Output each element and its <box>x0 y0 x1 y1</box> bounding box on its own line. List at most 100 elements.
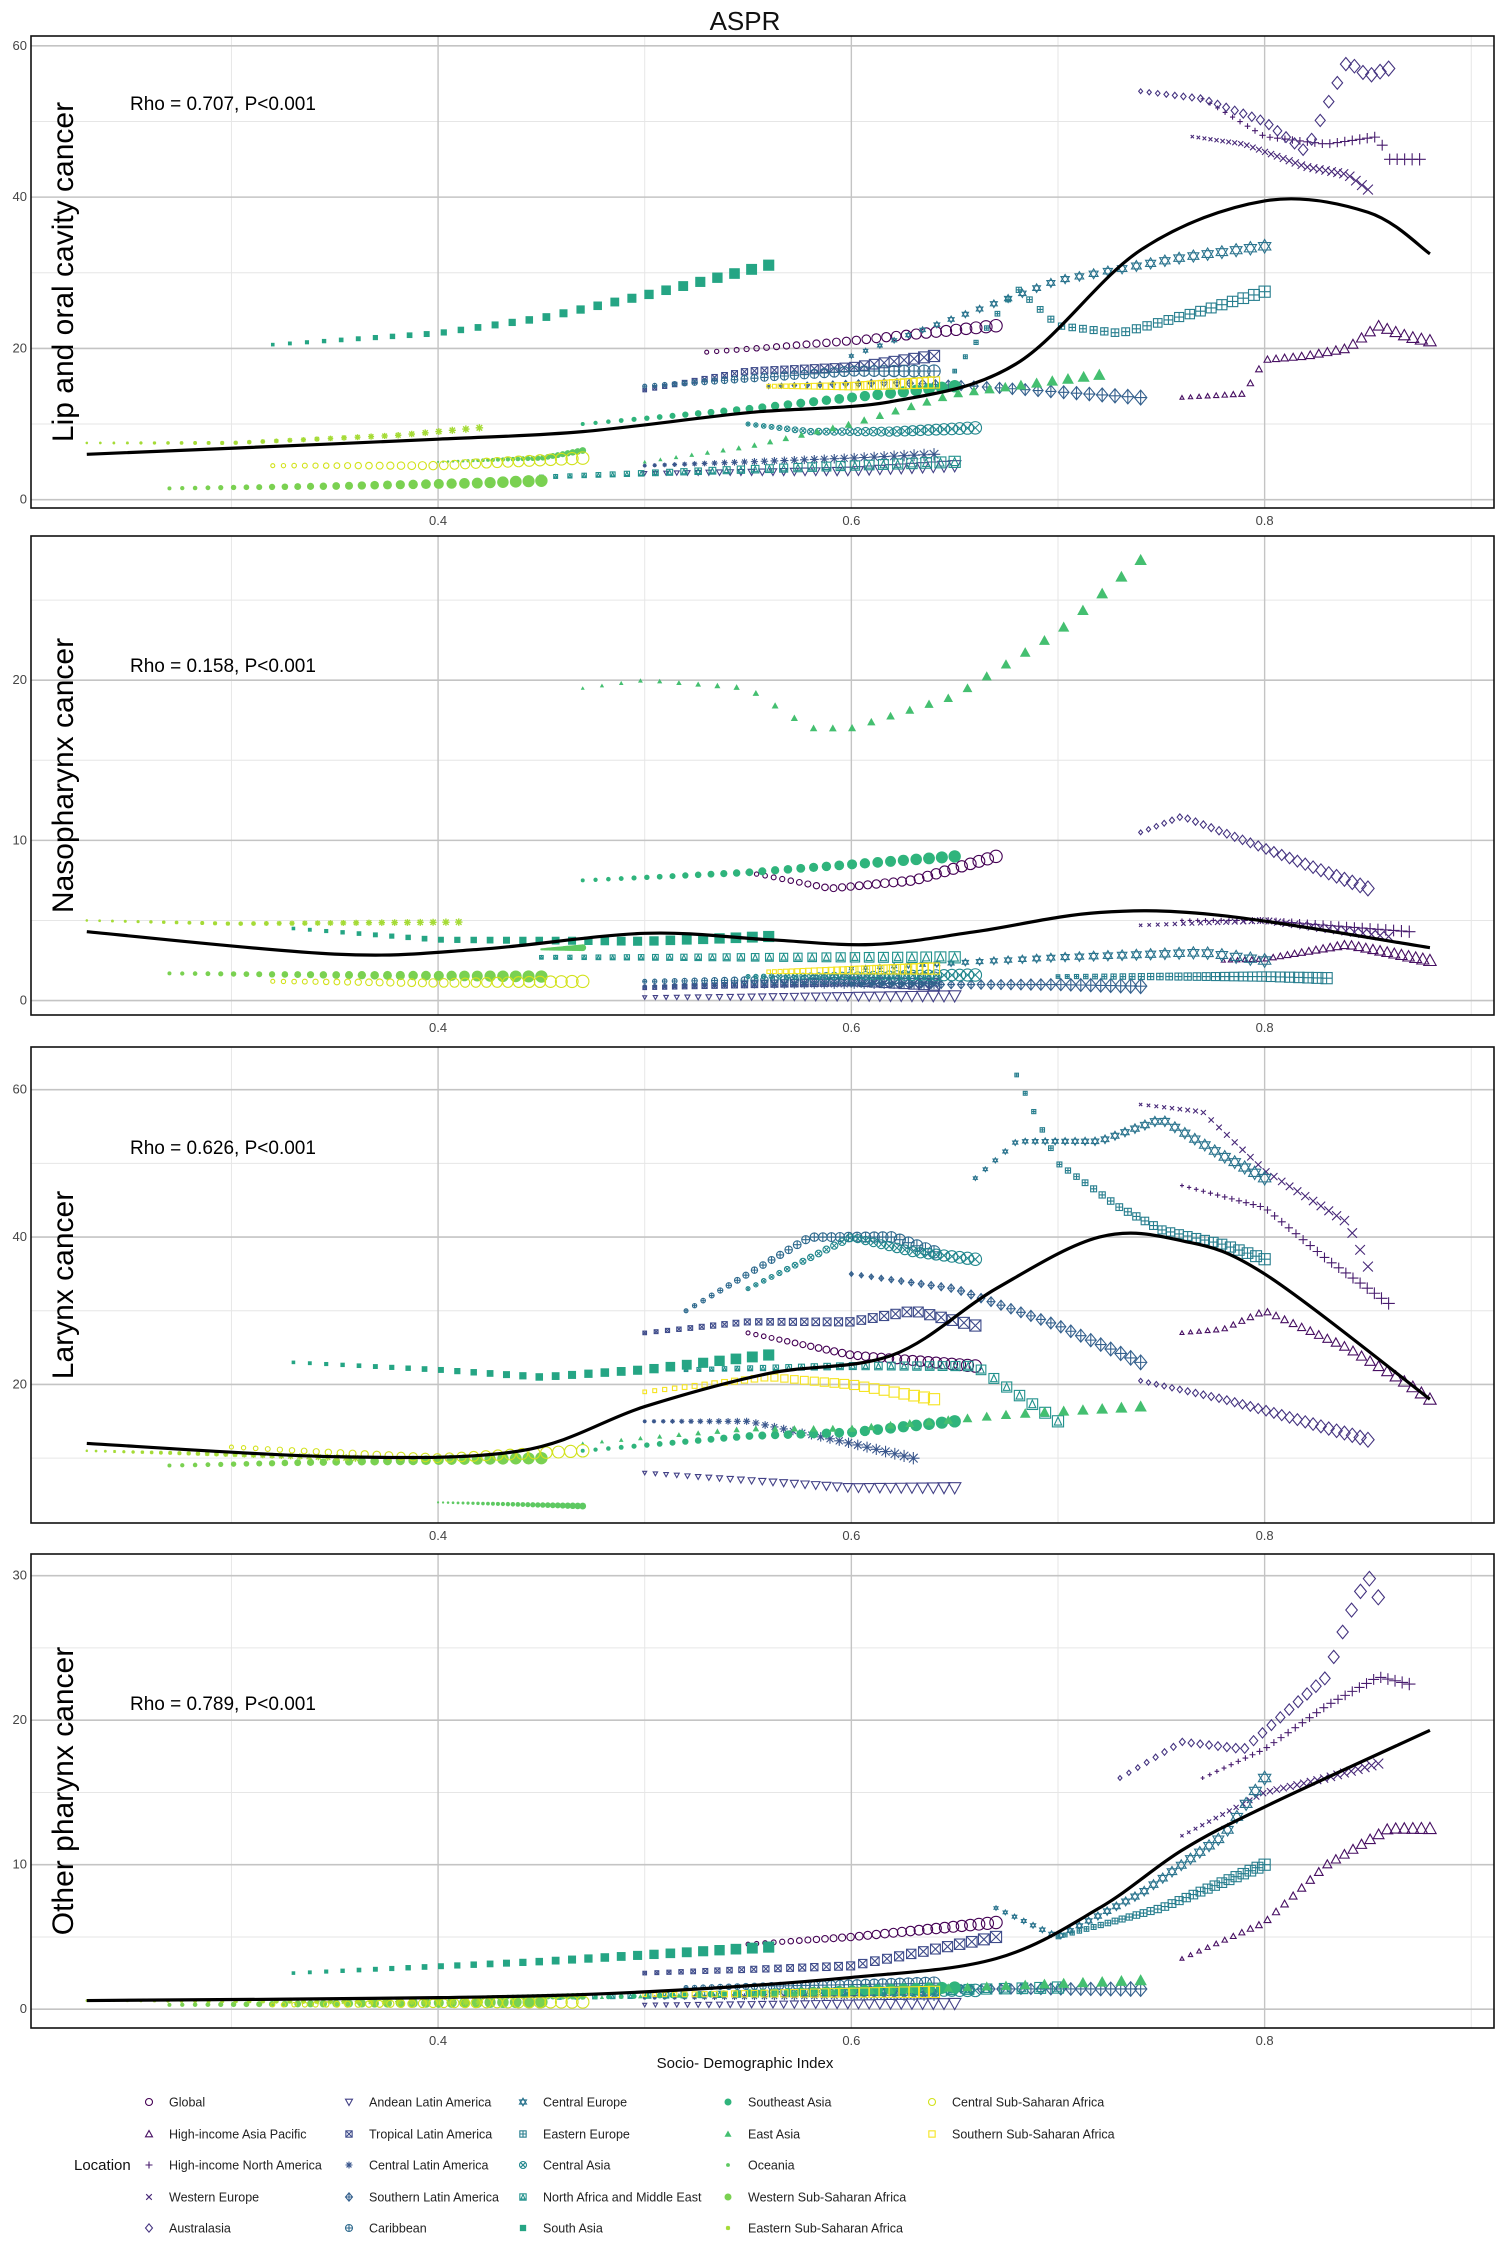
data-point <box>907 1278 915 1287</box>
data-point <box>937 979 946 990</box>
data-point <box>868 426 879 437</box>
data-point <box>822 966 830 975</box>
data-point <box>580 1448 585 1453</box>
data-point <box>810 1962 819 1972</box>
data-point <box>833 1317 844 1327</box>
data-point <box>695 276 706 287</box>
data-point <box>1247 1165 1262 1181</box>
data-point <box>307 927 312 932</box>
data-point <box>1318 943 1329 953</box>
data-point <box>565 974 579 989</box>
data-point <box>1208 1116 1215 1124</box>
data-point <box>672 983 678 989</box>
data-point <box>306 2000 315 2008</box>
data-point <box>1364 66 1379 83</box>
data-point <box>85 1449 89 1453</box>
data-point <box>294 971 302 979</box>
data-point <box>327 1998 334 2005</box>
data-point <box>917 1279 925 1289</box>
data-point <box>730 1990 739 1998</box>
data-point <box>1325 942 1336 952</box>
data-point <box>1254 1308 1264 1317</box>
data-point <box>1222 828 1232 839</box>
data-point <box>760 1278 767 1284</box>
data-point <box>809 454 819 464</box>
data-point <box>241 1452 247 1458</box>
data-point <box>1245 1400 1256 1413</box>
data-point <box>300 437 306 443</box>
data-point <box>1362 1261 1374 1272</box>
data-point <box>389 333 396 340</box>
data-point <box>378 919 385 926</box>
data-point <box>834 393 845 404</box>
data-point <box>711 1990 718 1998</box>
data-point <box>770 1373 779 1382</box>
data-point <box>1229 114 1236 120</box>
data-point <box>892 458 904 470</box>
data-point <box>808 397 819 407</box>
data-point <box>922 424 935 436</box>
data-point <box>787 877 795 884</box>
data-point <box>943 693 954 702</box>
data-point <box>1387 947 1401 959</box>
data-point <box>961 309 970 319</box>
data-point <box>929 1943 941 1955</box>
data-point <box>1030 377 1043 388</box>
data-point <box>187 920 192 925</box>
data-point <box>709 1366 715 1372</box>
data-point <box>793 462 803 473</box>
data-point <box>1102 1905 1112 1917</box>
data-point <box>1248 1783 1263 1799</box>
data-point <box>831 337 841 347</box>
data-point <box>768 973 775 980</box>
data-point <box>681 1947 692 1958</box>
data-point <box>842 466 854 477</box>
data-point <box>1368 1673 1380 1685</box>
data-point <box>497 970 509 983</box>
data-point <box>892 951 904 963</box>
data-point <box>1152 318 1163 328</box>
data-point <box>291 2001 297 2008</box>
data-point <box>1100 1133 1110 1145</box>
data-point <box>885 855 897 867</box>
data-point <box>873 1482 886 1494</box>
data-point <box>149 1450 154 1455</box>
data-point <box>381 1998 388 2005</box>
data-point <box>1330 1853 1342 1864</box>
data-point <box>85 441 89 445</box>
data-point <box>783 383 789 389</box>
data-point <box>1115 1203 1124 1212</box>
data-point <box>1174 972 1183 981</box>
series-oceania <box>436 1501 587 1510</box>
data-point <box>783 1265 791 1273</box>
data-point <box>1047 1145 1054 1152</box>
data-point <box>766 1318 774 1326</box>
data-point <box>1389 325 1403 338</box>
data-point <box>848 723 857 732</box>
data-point <box>873 464 886 476</box>
data-point <box>1133 389 1148 406</box>
data-point <box>642 984 647 989</box>
data-point <box>1186 1185 1192 1190</box>
data-point <box>641 2002 648 2009</box>
data-point <box>1204 1943 1211 1950</box>
data-point <box>922 870 934 882</box>
data-point <box>1298 1235 1308 1245</box>
legend-cross-icon <box>145 2193 153 2201</box>
data-point <box>828 367 840 378</box>
data-point <box>877 379 888 390</box>
data-point <box>177 1451 182 1456</box>
data-point <box>799 1257 807 1265</box>
data-point <box>1249 144 1257 151</box>
data-point <box>750 953 760 962</box>
data-point <box>462 1998 470 2006</box>
data-point <box>1355 331 1368 343</box>
data-point <box>1266 1787 1274 1795</box>
data-point <box>1325 139 1335 149</box>
data-point <box>1277 1177 1286 1186</box>
data-point <box>837 883 847 892</box>
data-point <box>733 1276 741 1284</box>
data-point <box>968 421 983 435</box>
data-point <box>1213 1740 1223 1752</box>
data-point <box>894 991 908 1003</box>
